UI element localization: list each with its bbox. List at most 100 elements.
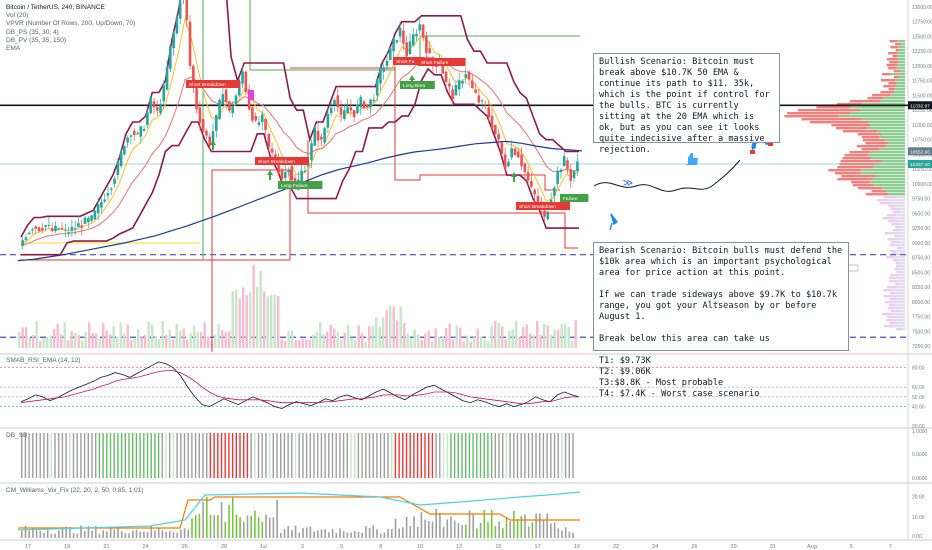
- db-sb-bar: [224, 433, 226, 478]
- db-sb-bar: [446, 433, 448, 478]
- volume-bar: [417, 334, 420, 348]
- candle-body: [277, 160, 280, 173]
- price-tick-label: 12750.00: [912, 20, 932, 26]
- volume-profile-bar: [896, 52, 905, 55]
- candle-body: [37, 227, 41, 232]
- volume-profile-bar: [873, 166, 905, 169]
- volume-profile-bar: [895, 205, 905, 208]
- candle-body: [90, 215, 93, 221]
- volume-profile-bar: [895, 283, 899, 286]
- volume-bar: [312, 335, 315, 348]
- volume-profile-bar: [857, 133, 882, 136]
- volume-profile-bar: [900, 226, 905, 229]
- legend-line-dbpv: DB_PV (35, 35, 150): [6, 36, 66, 44]
- volume-bar: [343, 332, 346, 348]
- candle-body: [290, 166, 294, 181]
- vix-fix-bar: [135, 529, 138, 538]
- volume-profile-bar: [889, 244, 898, 247]
- db-sb-bar: [313, 433, 315, 478]
- vix-fix-bar: [453, 520, 456, 538]
- vix-fix-bar: [424, 519, 426, 538]
- vix-fix-bar: [265, 514, 267, 538]
- vix-fix-range-line: [18, 496, 580, 529]
- db-sb-bar: [87, 433, 89, 478]
- candle-body: [83, 217, 87, 224]
- ema-mid-line: [20, 56, 580, 247]
- volume-bar: [235, 289, 238, 348]
- vix-fix-bar: [309, 526, 312, 538]
- vix-fix-bar: [120, 531, 123, 538]
- db-sb-bar: [280, 433, 282, 478]
- volume-bar: [382, 317, 385, 348]
- vix-fix-bar: [520, 516, 523, 538]
- bullish-scenario-note: Bullish Scenario: Bitcoin must break abo…: [593, 53, 780, 155]
- candle-body: [195, 86, 198, 110]
- db-sb-bar: [202, 433, 204, 478]
- pin-icon: [609, 213, 619, 231]
- candle-body: [569, 169, 573, 181]
- volume-profile-bar: [881, 160, 905, 163]
- db-sb-bar: [431, 433, 434, 478]
- volume-profile-bar: [895, 226, 901, 229]
- vix-fix-bar: [235, 514, 238, 538]
- volume-bar: [273, 294, 276, 348]
- volume-bar: [147, 321, 150, 348]
- vix-fix-bar: [124, 533, 127, 538]
- db-sb-bar: [365, 433, 367, 478]
- date-tick-label: 10: [417, 544, 423, 550]
- db-sb-bar: [46, 433, 49, 478]
- volume-bar: [168, 329, 171, 348]
- vix-fix-bar: [513, 510, 515, 538]
- volume-bar: [420, 339, 423, 348]
- volume-bar: [203, 322, 206, 348]
- candle-body: [77, 223, 80, 228]
- vix-fix-pane-title: CM_Williams_Vix_Fix (22, 20, 2, 50, 0.85…: [6, 487, 144, 494]
- vix-fix-bar: [209, 514, 212, 538]
- db-sb-bar: [490, 433, 493, 478]
- candle-body: [192, 65, 195, 86]
- volume-profile-bar: [885, 319, 894, 322]
- volume-bar: [487, 341, 490, 348]
- vix-fix-bar: [254, 510, 256, 538]
- vix-fix-bar: [465, 524, 467, 538]
- volume-profile-bar: [880, 100, 905, 103]
- db-sb-bar: [254, 433, 256, 478]
- volume-profile-bar: [860, 172, 905, 175]
- vix-fix-bar: [331, 529, 334, 538]
- date-tick-label: 28: [221, 544, 227, 550]
- legend-line-dbps: DB_PS (35, 30, 4): [6, 28, 59, 36]
- volume-bar: [504, 339, 507, 348]
- date-tick-label: 29: [731, 544, 737, 550]
- volume-bar: [56, 323, 59, 348]
- price-axis: 13000.00 12750.00 12500.00 12250.00 12000.00…: [912, 5, 932, 350]
- price-tick-label: 12250.00: [912, 49, 932, 55]
- volume-bar: [98, 339, 101, 348]
- candle-body: [451, 89, 454, 100]
- db-sb-bar: [483, 433, 485, 478]
- db-sb-bar: [350, 433, 352, 478]
- price-tick-label: 12500.00: [912, 34, 932, 40]
- magnet-icon: [750, 150, 755, 154]
- date-tick-label: Jul: [260, 544, 267, 550]
- vix-fix-bar: [250, 515, 252, 538]
- volume-bar: [347, 324, 350, 348]
- db-sb-bar: [442, 433, 445, 478]
- signal-annotation: Short Failure: [418, 58, 466, 66]
- volume-profile-bar: [875, 175, 905, 178]
- signal-label-text: Short Failure: [421, 60, 449, 66]
- vix-fix-bar: [387, 528, 389, 538]
- db-sb-bar: [61, 433, 64, 478]
- price-axis-highlight: 10337.40: [908, 159, 932, 168]
- vix-fix-bar: [54, 533, 56, 538]
- vix-fix-bar: [95, 526, 97, 538]
- volume-profile-bar: [888, 304, 895, 307]
- volume-profile-bar: [897, 232, 905, 235]
- volume-profile-bar: [900, 268, 905, 271]
- db-sb-bar: [572, 433, 574, 478]
- vix-fix-bar: [194, 515, 197, 538]
- db-sb-bar: [535, 433, 537, 478]
- db-sb-bar: [172, 433, 175, 478]
- db-sb-bar: [143, 433, 145, 478]
- vix-fix-bar: [498, 521, 500, 538]
